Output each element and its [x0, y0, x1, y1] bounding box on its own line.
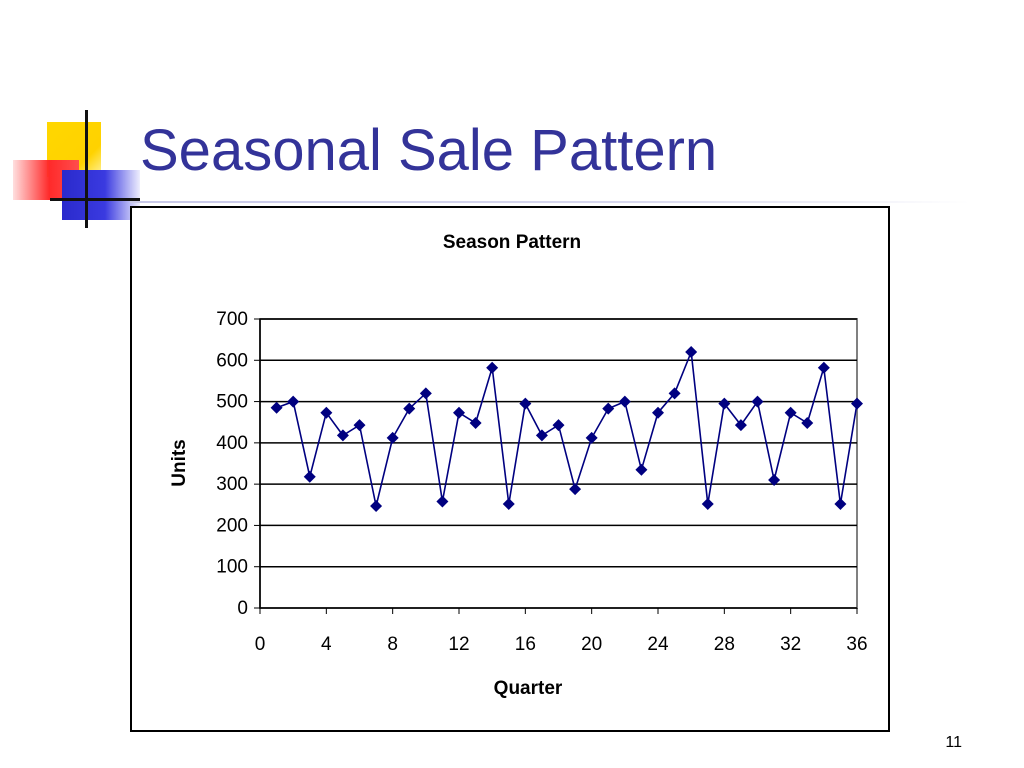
data-point-q4: [320, 406, 333, 419]
data-point-q22: [618, 395, 631, 408]
data-point-q21: [602, 402, 615, 415]
title-decoration-blue-square: [62, 170, 140, 220]
data-point-q25: [668, 387, 681, 400]
plot-area-border: [259, 318, 858, 609]
data-point-q35: [834, 497, 847, 510]
x-tick-label-0: 0: [255, 634, 266, 655]
data-point-q10: [419, 387, 432, 400]
data-point-q32: [784, 406, 797, 419]
x-axis-title: Quarter: [494, 678, 563, 699]
data-point-q27: [701, 497, 714, 510]
chart-title: Season Pattern: [443, 232, 581, 253]
x-tick-label-8: 8: [387, 634, 398, 655]
data-point-q24: [652, 406, 664, 419]
data-point-q26: [685, 346, 698, 359]
x-tick-label-28: 28: [714, 634, 735, 655]
data-point-q12: [453, 406, 465, 419]
x-tick-label-24: 24: [647, 634, 669, 655]
data-point-q5: [336, 429, 349, 442]
data-point-q14: [486, 361, 499, 374]
title-underline-rule: [130, 201, 970, 203]
data-point-q16: [519, 397, 532, 410]
data-point-q36: [851, 397, 863, 410]
slide-title: Seasonal Sale Pattern: [140, 118, 718, 183]
data-point-q31: [768, 474, 781, 487]
x-tick-label-16: 16: [515, 634, 536, 655]
x-tick-label-36: 36: [846, 634, 867, 655]
y-tick-label-700: 700: [216, 309, 248, 330]
data-point-q6: [353, 419, 366, 432]
data-point-q20: [585, 431, 598, 444]
data-point-q2: [287, 395, 300, 408]
x-tick-label-32: 32: [780, 634, 801, 655]
data-point-q15: [502, 497, 515, 510]
y-tick-label-200: 200: [216, 515, 248, 536]
data-point-q30: [751, 395, 764, 408]
data-point-q1: [270, 401, 283, 414]
x-tick-label-12: 12: [448, 634, 469, 655]
chart-frame: Season Pattern Quarter Units 0 100 200 300 4…: [130, 206, 890, 732]
data-point-q29: [734, 419, 747, 432]
data-point-q7: [370, 500, 383, 513]
data-point-q34: [817, 361, 830, 374]
data-point-q28: [718, 397, 731, 410]
data-point-q3: [303, 470, 316, 483]
y-tick-label-300: 300: [216, 474, 248, 495]
data-point-q33: [801, 417, 814, 430]
data-point-q18: [552, 419, 565, 432]
y-axis-title: Units: [169, 439, 190, 487]
slide-number: 11: [945, 734, 962, 751]
y-tick-label-600: 600: [216, 350, 248, 371]
y-tick-label-100: 100: [216, 557, 248, 578]
x-tick-label-4: 4: [321, 634, 332, 655]
data-point-q23: [635, 463, 648, 476]
line-chart: Season Pattern Quarter Units 01002003004…: [169, 232, 868, 699]
x-tick-label-20: 20: [581, 634, 602, 655]
data-point-q19: [569, 483, 582, 496]
series-line: [276, 351, 858, 507]
data-point-q11: [436, 495, 449, 508]
data-point-q17: [535, 429, 548, 442]
data-point-q13: [469, 417, 482, 430]
y-tick-label-500: 500: [216, 392, 248, 413]
title-decoration-horizontal-line: [50, 198, 140, 201]
y-tick-label-400: 400: [216, 433, 248, 454]
data-point-q8: [386, 431, 399, 444]
title-decoration-vertical-line: [85, 110, 88, 228]
y-tick-label-0: 0: [237, 598, 248, 619]
data-point-q9: [403, 402, 416, 415]
